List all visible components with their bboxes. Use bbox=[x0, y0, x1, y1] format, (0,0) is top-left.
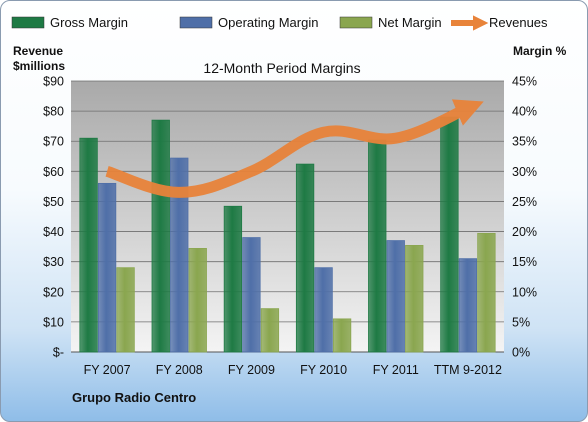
bar-operating-margin bbox=[170, 157, 189, 353]
y-right-tick: 20% bbox=[512, 225, 537, 239]
y-left-tick: $10 bbox=[43, 315, 64, 329]
bar-operating-margin bbox=[242, 237, 261, 353]
bar-gross-margin bbox=[79, 137, 98, 353]
y-left-tick: $90 bbox=[43, 75, 64, 89]
y-right-tick: 10% bbox=[512, 285, 537, 299]
chart-title: 12-Month Period Margins bbox=[203, 60, 360, 76]
y-left-tick-labels: $- $10 $20 $30 $40 $50 $60 $70 $80 $90 bbox=[43, 75, 64, 360]
bar-gross-margin bbox=[440, 116, 459, 353]
y-right-tick: 15% bbox=[512, 255, 537, 269]
y-right-tick: 35% bbox=[512, 135, 537, 149]
bar-net-margin bbox=[188, 248, 207, 353]
bar-net-margin bbox=[477, 232, 496, 353]
y-left-tick: $20 bbox=[43, 285, 64, 299]
gridlines bbox=[71, 80, 504, 353]
bar-operating-margin bbox=[386, 240, 405, 353]
bar-operating-margin bbox=[314, 267, 333, 353]
footer-company: Grupo Radio Centro bbox=[72, 390, 196, 405]
legend-label: Revenues bbox=[489, 15, 548, 30]
x-tick: FY 2011 bbox=[373, 363, 419, 377]
y-left-tick: $70 bbox=[43, 135, 64, 149]
legend-swatch-gross-margin bbox=[11, 16, 45, 29]
y-right-tick: 45% bbox=[512, 75, 537, 89]
legend: Gross Margin Operating Margin Net Margin Re… bbox=[11, 15, 548, 31]
y-right-tick: 30% bbox=[512, 165, 537, 179]
bar-net-margin bbox=[116, 267, 135, 353]
x-tick: FY 2010 bbox=[300, 363, 347, 377]
bar-gross-margin bbox=[295, 163, 315, 353]
bar-net-margin bbox=[332, 318, 352, 353]
x-tick: FY 2008 bbox=[156, 363, 203, 377]
y-left-tick: $30 bbox=[43, 255, 64, 269]
x-tick: FY 2007 bbox=[84, 363, 131, 377]
y-right-tick: 40% bbox=[512, 105, 537, 119]
y-right-tick-labels: 0% 5% 10% 15% 20% 25% 30% 35% 40% 45% bbox=[512, 75, 537, 360]
legend-label: Operating Margin bbox=[218, 15, 318, 30]
y-right-label: Margin % bbox=[513, 44, 567, 58]
x-tick: TTM 9-2012 bbox=[434, 363, 502, 377]
y-right-tick: 0% bbox=[512, 346, 530, 360]
bar-gross-margin bbox=[368, 139, 387, 353]
bar-net-margin bbox=[405, 245, 424, 353]
legend-label: Gross Margin bbox=[50, 15, 128, 30]
y-left-label-line2: $millions bbox=[13, 59, 65, 73]
legend-label: Net Margin bbox=[378, 15, 442, 30]
bar-gross-margin bbox=[223, 205, 243, 353]
y-left-tick: $50 bbox=[43, 195, 64, 209]
bar-operating-margin bbox=[97, 182, 117, 353]
y-left-tick: $- bbox=[53, 346, 64, 360]
y-left-tick: $40 bbox=[43, 225, 64, 239]
bar-operating-margin bbox=[458, 258, 478, 353]
bars bbox=[79, 116, 496, 353]
x-tick: FY 2009 bbox=[228, 363, 275, 377]
y-left-tick: $80 bbox=[43, 105, 64, 119]
x-tick-labels: FY 2007 FY 2008 FY 2009 FY 2010 FY 2011 TTM 9… bbox=[84, 363, 502, 377]
legend-swatch-operating-margin bbox=[179, 16, 213, 29]
revenues-line-group bbox=[105, 99, 484, 198]
bar-gross-margin bbox=[151, 119, 170, 353]
legend-swatch-net-margin bbox=[339, 16, 373, 29]
y-right-tick: 5% bbox=[512, 315, 530, 329]
y-left-tick: $60 bbox=[43, 165, 64, 179]
y-left-label-line1: Revenue bbox=[13, 44, 63, 58]
revenues-line bbox=[105, 99, 484, 198]
y-right-tick: 25% bbox=[512, 195, 537, 209]
bar-net-margin bbox=[260, 308, 280, 353]
